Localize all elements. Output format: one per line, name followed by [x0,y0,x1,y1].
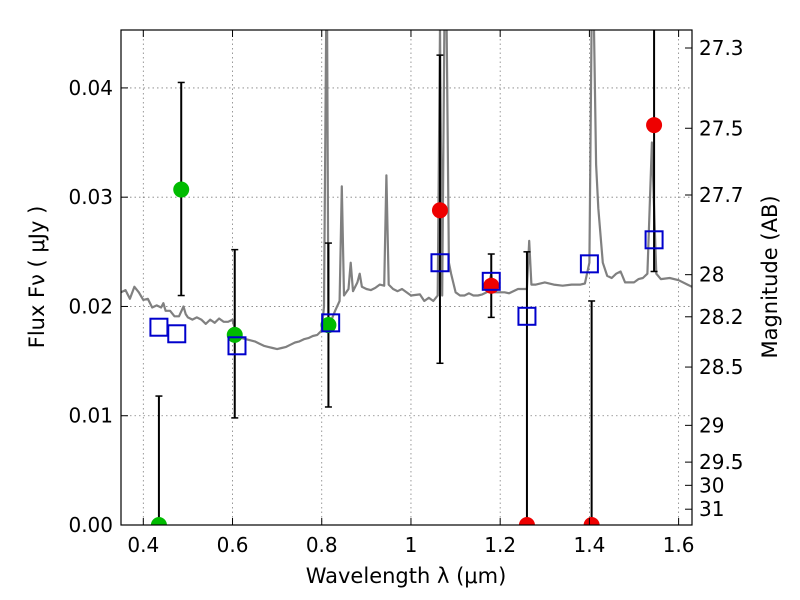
model-band-square-3 [321,313,341,333]
right-axis-title: Magnitude (AB) [758,195,782,358]
model-band-square-5 [481,271,501,291]
plot-frame [120,29,693,526]
model-band-square-2 [227,336,247,356]
mag-tick-label-9: 31 [699,497,724,521]
mag-tick-label-2: 27.7 [699,183,744,207]
y-tick-label-4: 0.04 [68,76,113,100]
x-axis-title: Wavelength λ (μm) [306,564,507,588]
model-sed-line [121,30,692,351]
mag-tick-label-6: 29 [699,413,724,437]
observed-point-1-3 [150,517,167,525]
x-tick-label-1: 0.6 [217,533,249,557]
y-tick-label-1: 0.01 [68,404,113,428]
mag-tick-label-0: 27.3 [699,36,744,60]
x-tick-label-5: 1.4 [573,533,605,557]
mag-tick-label-7: 29.5 [699,450,744,474]
y-tick-label-0: 0.00 [68,513,113,537]
error-bar-layer [155,30,658,525]
model-sed-layer [121,30,692,351]
x-tick-label-0: 0.4 [127,533,159,557]
grid-lines [121,30,692,525]
mag-tick-label-8: 30 [699,473,724,497]
marker-layer [149,117,664,525]
observed-point-1-2 [320,317,337,334]
y-tick-label-3: 0.03 [68,185,113,209]
y-axis-title: Flux Fν ( μJy ) [25,206,49,349]
mag-tick-label-1: 27.5 [699,116,744,140]
model-band-square-8 [644,230,664,250]
axis-ticks: 0.4 0.6 0.8 1 1.2 1.4 1.6 0.00 0.01 0.02 0.03 0.04 2… [68,30,744,557]
observed-point-2-2 [646,117,663,134]
mag-tick-label-4: 28.2 [699,305,744,329]
observed-point-2-4 [583,517,600,525]
model-band-square-0 [149,317,169,337]
observed-point-2-3 [518,517,535,525]
mag-tick-label-3: 28 [699,263,724,287]
observed-point-2-1 [483,277,500,294]
x-tick-label-4: 1.2 [484,533,516,557]
y-tick-label-2: 0.02 [68,294,113,318]
mag-tick-label-5: 28.5 [699,355,744,379]
x-tick-label-2: 0.8 [306,533,338,557]
observed-point-2-0 [431,202,448,219]
model-band-square-6 [517,306,537,326]
x-tick-label-6: 1.6 [663,533,695,557]
model-band-square-7 [579,254,599,274]
observed-point-1-1 [226,326,243,343]
observed-point-1-0 [173,181,190,198]
x-tick-label-3: 1 [405,533,418,557]
model-band-square-4 [430,253,450,273]
model-band-square-1 [167,324,187,344]
